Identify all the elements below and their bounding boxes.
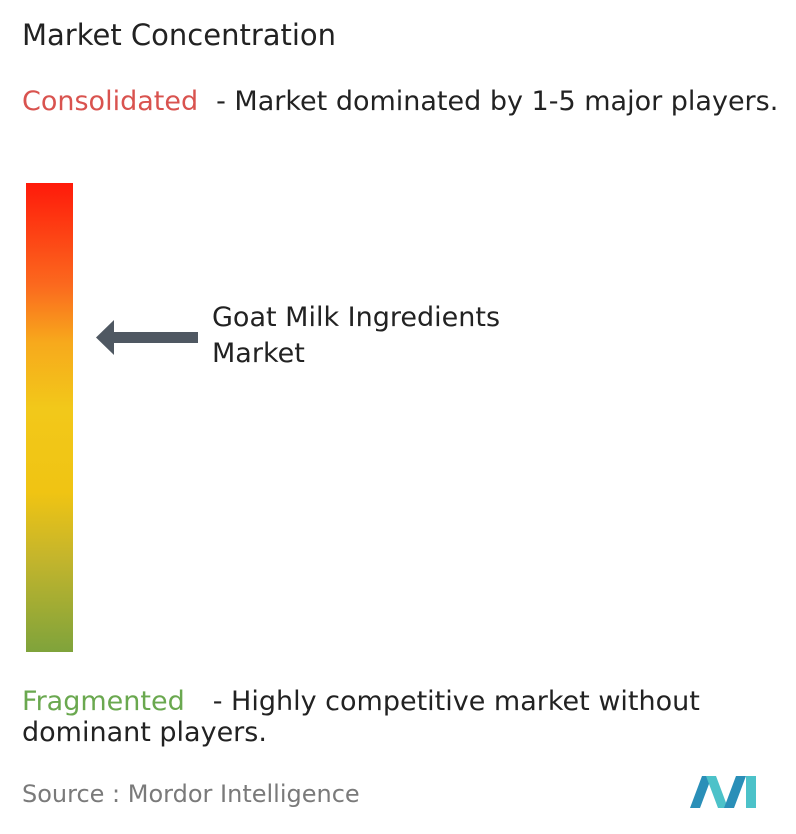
- logo-part: [690, 776, 712, 808]
- fragmented-label: Fragmented: [22, 686, 185, 717]
- arrow: [96, 320, 198, 355]
- source: Source : Mordor Intelligence: [22, 780, 360, 808]
- consolidated-label: Consolidated: [22, 86, 199, 117]
- concentration-gradient: [26, 183, 73, 652]
- logo-part: [724, 776, 746, 808]
- consolidated-text: Consolidated - Market dominated by 1-5 ma…: [22, 86, 792, 117]
- consolidated-description: - Market dominated by 1-5 major players.: [216, 86, 779, 117]
- title: Market Concentration: [22, 18, 337, 52]
- market-label: Goat Milk Ingredients Market: [212, 302, 501, 369]
- arrow-head: [96, 320, 114, 355]
- logo-part: [746, 776, 756, 808]
- logo-part: [706, 776, 728, 808]
- arrow-shaft: [110, 332, 198, 343]
- fragmented-text: Fragmented - Highly competitive market wi…: [22, 686, 792, 748]
- logo: [690, 776, 756, 808]
- fragmented-description: - Highly competitive market without domi…: [22, 686, 700, 748]
